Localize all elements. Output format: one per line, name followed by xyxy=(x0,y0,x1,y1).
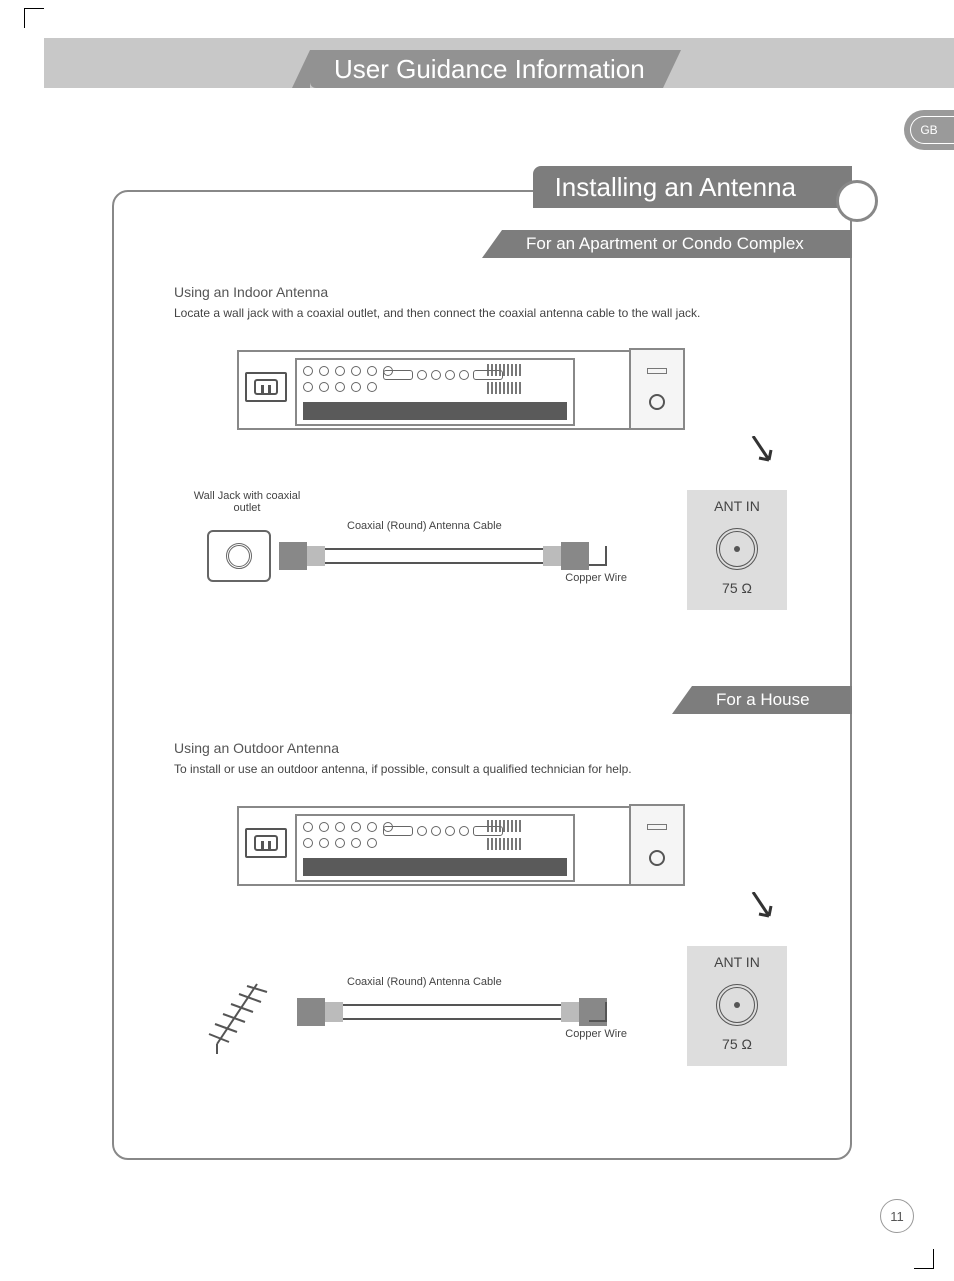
page-number: 11 xyxy=(880,1199,914,1233)
arrow-down-icon xyxy=(749,892,777,932)
power-inlet-icon xyxy=(245,828,287,858)
language-tab: GB xyxy=(904,110,954,150)
crop-mark-br xyxy=(914,1249,934,1269)
apartment-heading: Using an Indoor Antenna xyxy=(174,284,820,300)
subheader-house: For a House xyxy=(692,686,852,714)
vent-icon xyxy=(487,838,523,850)
coax-cable-icon xyxy=(297,998,607,1026)
main-content-frame: Installing an Antenna For an Apartment o… xyxy=(112,190,852,1160)
vent-icon xyxy=(487,382,523,394)
language-tab-label: GB xyxy=(920,123,937,137)
label-strip xyxy=(303,402,567,420)
wall-jack-label: Wall Jack with coaxial outlet xyxy=(187,490,307,514)
ant-in-label: ANT IN xyxy=(687,954,787,970)
wall-jack-icon xyxy=(207,530,271,582)
dsub-group xyxy=(383,826,503,836)
rca-row-top xyxy=(303,366,393,376)
coax-jack-icon xyxy=(716,528,758,570)
rca-row-bottom xyxy=(303,382,377,392)
io-panel xyxy=(295,358,575,426)
section-header-text: User Guidance Information xyxy=(334,54,645,85)
house-content: Using an Outdoor Antenna To install or u… xyxy=(174,740,820,1106)
impedance-label: 75 Ω xyxy=(687,1036,787,1052)
ant-in-closeup: ANT IN 75 Ω xyxy=(687,490,787,610)
main-title-bar: Installing an Antenna xyxy=(533,166,852,208)
cable-label: Coaxial (Round) Antenna Cable xyxy=(347,520,502,532)
ant-module-small xyxy=(629,804,685,886)
house-body: To install or use an outdoor antenna, if… xyxy=(174,762,820,776)
apartment-content: Using an Indoor Antenna Locate a wall ja… xyxy=(174,284,820,650)
ant-in-closeup: ANT IN 75 Ω xyxy=(687,946,787,1066)
outdoor-antenna-icon xyxy=(197,974,287,1054)
copper-lead-line xyxy=(589,1002,607,1022)
house-diagram: Coaxial (Round) Antenna Cable Copper Wir… xyxy=(217,806,777,1106)
coax-cable-icon xyxy=(279,542,589,570)
ant-in-label: ANT IN xyxy=(687,498,787,514)
tv-back-panel xyxy=(237,806,657,886)
coax-jack-icon xyxy=(716,984,758,1026)
tv-back-panel xyxy=(237,350,657,430)
rca-row-top xyxy=(303,822,393,832)
page-number-text: 11 xyxy=(890,1209,904,1224)
subheader-apartment-text: For an Apartment or Condo Complex xyxy=(526,234,804,254)
subheader-apartment: For an Apartment or Condo Complex xyxy=(502,230,852,258)
apartment-diagram: Wall Jack with coaxial outlet Coaxial (R… xyxy=(217,350,777,650)
label-strip xyxy=(303,858,567,876)
copper-wire-label: Copper Wire xyxy=(565,572,627,584)
copper-wire-label: Copper Wire xyxy=(565,1028,627,1040)
section-header-tab: User Guidance Information xyxy=(310,50,663,88)
arrow-down-icon xyxy=(749,436,777,476)
io-panel xyxy=(295,814,575,882)
rca-row-bottom xyxy=(303,838,377,848)
main-title-text: Installing an Antenna xyxy=(555,172,796,203)
subheader-house-text: For a House xyxy=(716,690,810,710)
impedance-label: 75 Ω xyxy=(687,580,787,596)
cable-label: Coaxial (Round) Antenna Cable xyxy=(347,976,502,988)
power-inlet-icon xyxy=(245,372,287,402)
title-circle-ornament xyxy=(836,180,878,222)
copper-lead-line xyxy=(589,546,607,566)
dsub-group xyxy=(383,370,503,380)
crop-mark-tl xyxy=(24,8,44,28)
ant-module-small xyxy=(629,348,685,430)
apartment-body: Locate a wall jack with a coaxial outlet… xyxy=(174,306,820,320)
house-heading: Using an Outdoor Antenna xyxy=(174,740,820,756)
